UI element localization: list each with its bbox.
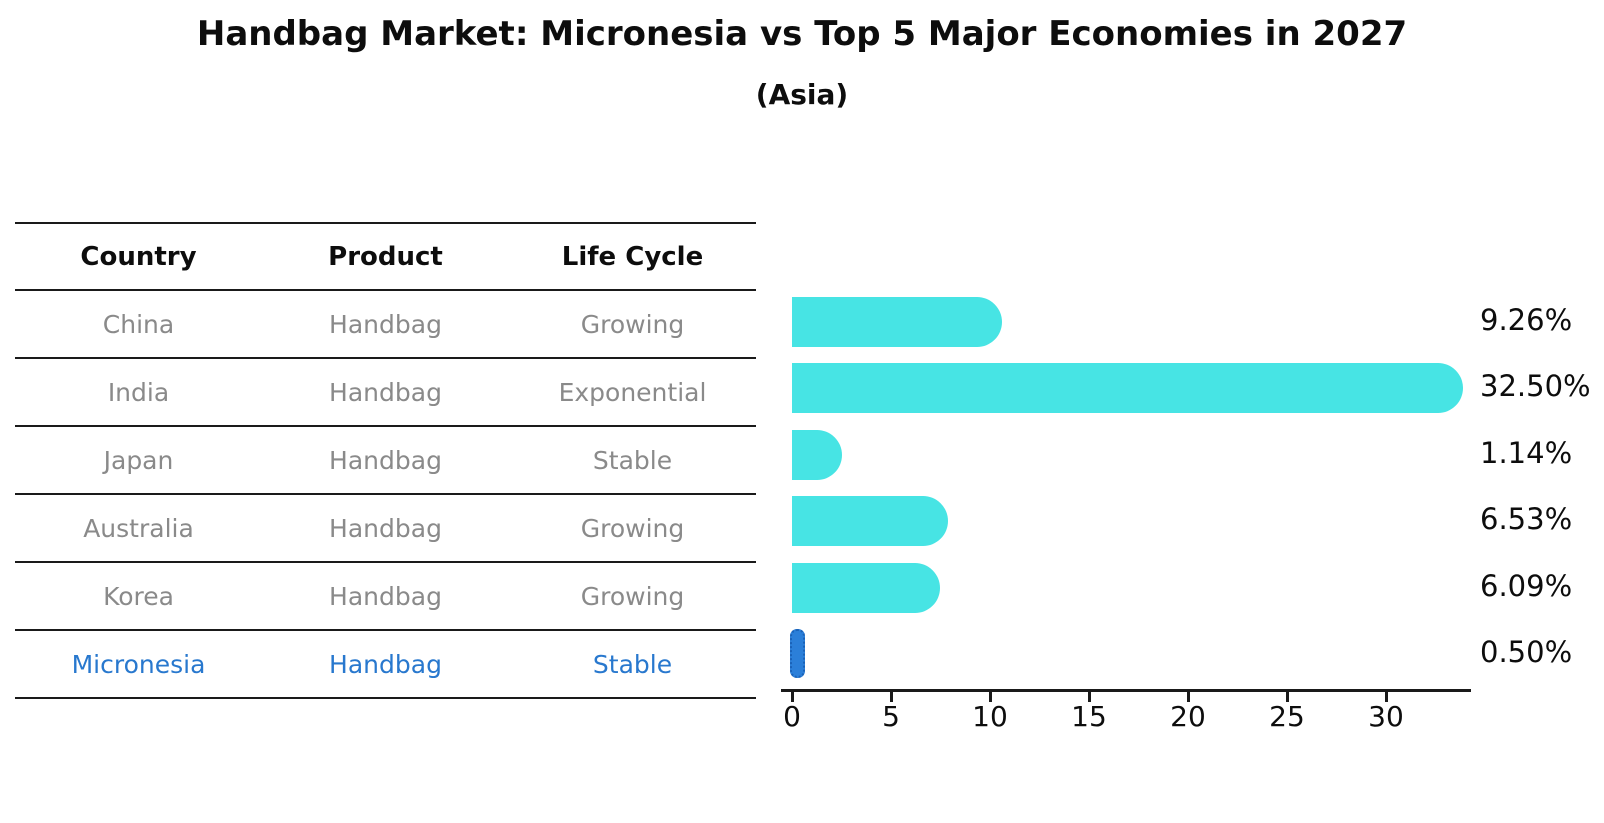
x-axis-line	[781, 689, 1471, 692]
x-axis-tick-label: 5	[882, 700, 900, 733]
x-axis-tick	[989, 692, 992, 702]
bar-india	[792, 363, 1463, 413]
x-axis-tick-label: 20	[1170, 700, 1206, 733]
cell-product: Handbag	[329, 445, 442, 475]
x-axis-tick-label: 15	[1071, 700, 1107, 733]
table-row-china: China Handbag Growing	[15, 291, 756, 359]
x-axis-tick	[1385, 692, 1388, 702]
x-axis-tick-label: 25	[1269, 700, 1305, 733]
x-axis-tick	[890, 692, 893, 702]
cell-lifecycle: Growing	[580, 309, 685, 339]
cell-country: Australia	[83, 513, 194, 543]
bar-australia	[792, 496, 949, 546]
table-row-india: India Handbag Exponential	[15, 359, 756, 427]
cell-lifecycle: Stable	[592, 649, 673, 679]
x-axis-tick-label: 10	[972, 700, 1008, 733]
x-axis-tick	[1286, 692, 1289, 702]
table-row-micronesia: Micronesia Handbag Stable	[15, 631, 756, 699]
bar-korea	[792, 563, 940, 613]
cell-product: Handbag	[329, 513, 442, 543]
cell-country: Micronesia	[71, 649, 206, 679]
table-header-row: Country Product Life Cycle	[15, 224, 756, 291]
col-header-product: Product	[328, 241, 443, 272]
cell-country: India	[107, 377, 170, 407]
bar-value-label: 1.14%	[1480, 436, 1573, 470]
cell-country: China	[102, 309, 175, 339]
cell-lifecycle: Growing	[580, 581, 685, 611]
cell-lifecycle: Growing	[580, 513, 685, 543]
table-row-korea: Korea Handbag Growing	[15, 563, 756, 631]
x-axis-tick-label: 0	[783, 700, 801, 733]
bar-value-label: 9.26%	[1480, 303, 1573, 337]
bar-value-label: 6.53%	[1480, 502, 1573, 536]
bar-micronesia	[790, 629, 805, 678]
comparison-table: Country Product Life Cycle China Handbag…	[15, 222, 756, 699]
page-title: Handbag Market: Micronesia vs Top 5 Majo…	[196, 14, 1408, 54]
table-row-japan: Japan Handbag Stable	[15, 427, 756, 495]
cell-country: Japan	[103, 445, 174, 475]
page-subtitle: (Asia)	[755, 78, 849, 111]
cell-product: Handbag	[329, 649, 442, 679]
cell-product: Handbag	[329, 581, 442, 611]
x-axis-tick	[1187, 692, 1190, 702]
x-axis-tick-label: 30	[1368, 700, 1404, 733]
bar-china	[792, 297, 1003, 347]
bar-value-label: 6.09%	[1480, 569, 1573, 603]
cell-lifecycle: Exponential	[558, 377, 707, 407]
cell-product: Handbag	[329, 309, 442, 339]
cell-lifecycle: Stable	[592, 445, 673, 475]
x-axis-tick	[1088, 692, 1091, 702]
bar-value-label: 32.50%	[1480, 369, 1591, 403]
table-row-australia: Australia Handbag Growing	[15, 495, 756, 563]
x-axis-tick	[791, 692, 794, 702]
bar-japan	[792, 430, 842, 480]
cell-product: Handbag	[329, 377, 442, 407]
cell-country: Korea	[103, 581, 174, 611]
col-header-country: Country	[80, 241, 197, 272]
col-header-lifecycle: Life Cycle	[561, 241, 704, 272]
bar-value-label: 0.50%	[1480, 635, 1573, 669]
